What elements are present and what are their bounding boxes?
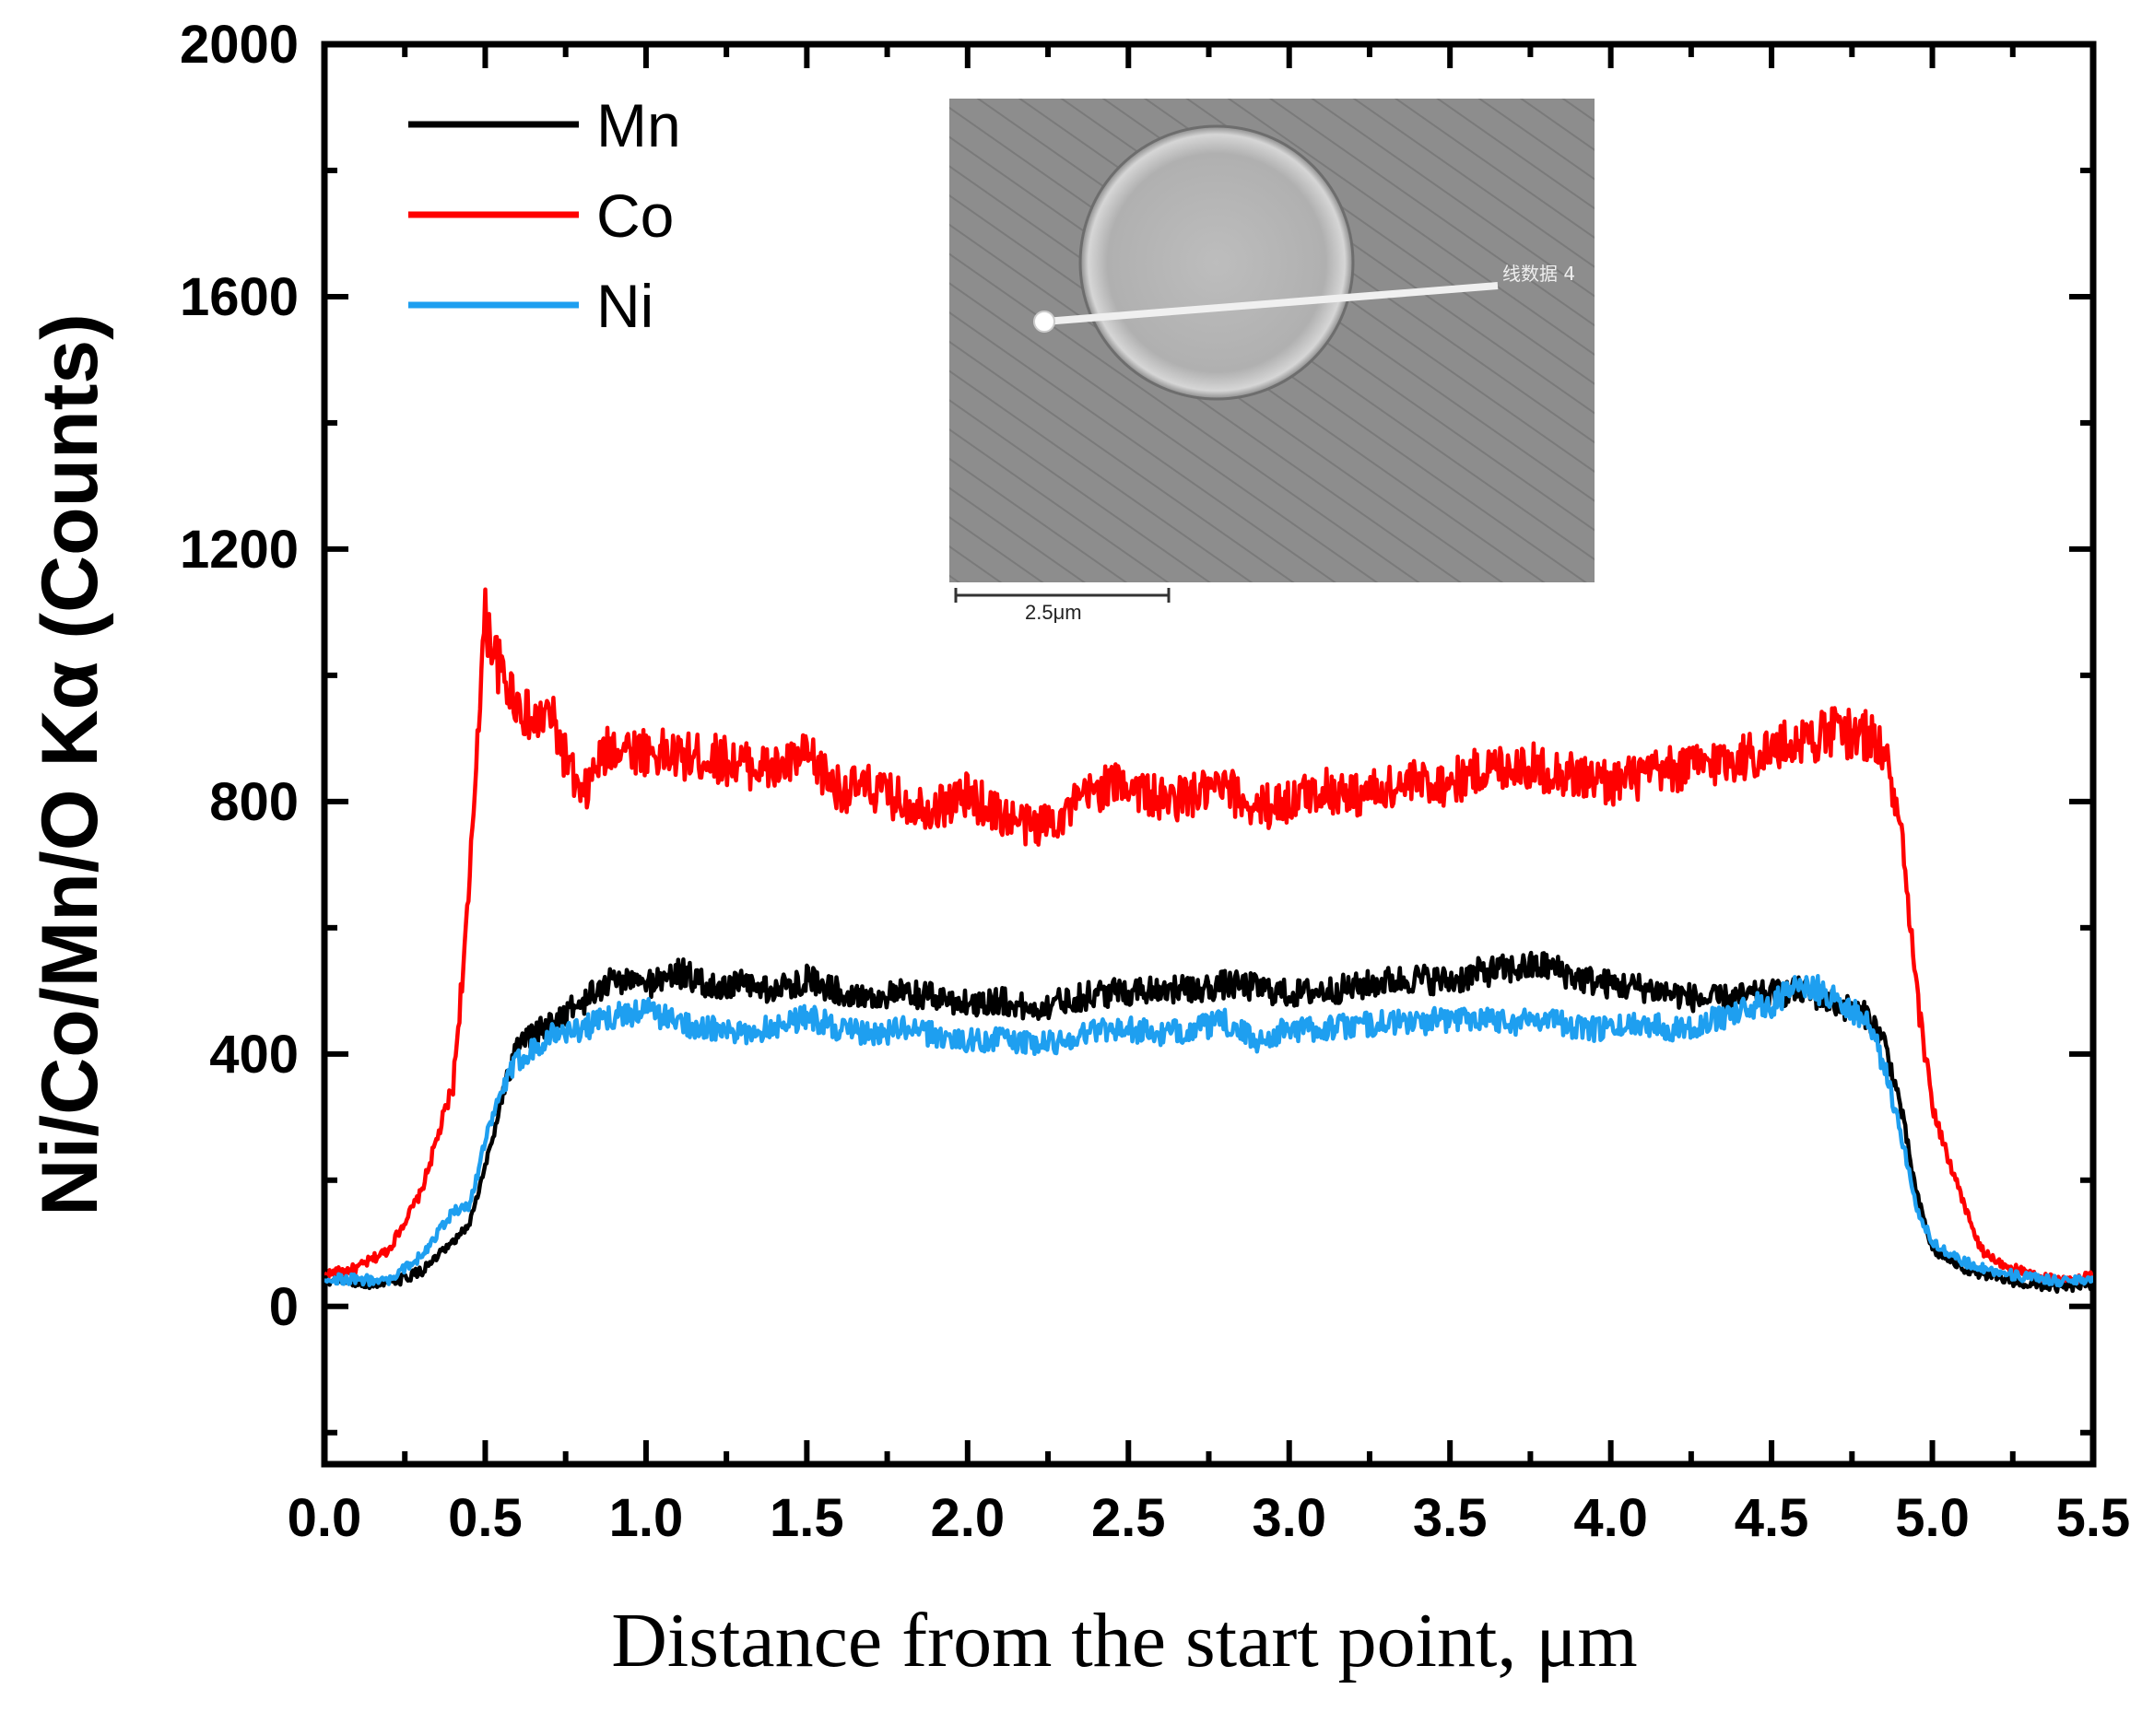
x-tick-label: 0.0 — [288, 1488, 362, 1548]
x-tick-label: 5.5 — [2056, 1488, 2131, 1548]
y-axis-label: Ni/Co/Mn/O Kα (Counts) — [26, 313, 114, 1216]
x-tick-label: 0.5 — [448, 1488, 523, 1548]
x-axis: 0.0 0.5 1.0 1.5 2.0 2.5 3.0 3.5 4.0 4.5 5.0 5.5 — [288, 44, 2131, 1548]
y-tick-label: 1200 — [180, 520, 299, 580]
x-tick-label: 1.5 — [770, 1488, 844, 1548]
y-axis: 0 400 800 1200 1600 2000 — [180, 15, 2093, 1436]
particle — [1078, 124, 1355, 401]
x-tick-label: 2.5 — [1091, 1488, 1166, 1548]
legend-label-ni: Ni — [596, 272, 653, 340]
x-tick-label: 4.0 — [1573, 1488, 1648, 1548]
y-tick-label: 2000 — [180, 15, 299, 75]
legend-label-co: Co — [596, 182, 674, 250]
y-tick-label: 400 — [209, 1025, 299, 1085]
series-line-ni — [324, 974, 2093, 1288]
x-tick-label: 3.5 — [1413, 1488, 1488, 1548]
legend: Mn Co Ni — [408, 91, 681, 340]
series-line-co — [324, 587, 2093, 1288]
scale-bar: 2.5μm — [954, 588, 1171, 624]
legend-label-mn: Mn — [596, 91, 681, 159]
line-scan-start-marker — [1033, 311, 1055, 333]
y-tick-label: 800 — [209, 772, 299, 832]
x-axis-label: Distance from the start point, μm — [611, 1598, 1637, 1683]
x-tick-label: 5.0 — [1895, 1488, 1970, 1548]
line-scan-label: 线数据 4 — [1502, 263, 1575, 285]
scale-bar-label: 2.5μm — [1025, 601, 1082, 624]
x-tick-label: 4.5 — [1735, 1488, 1809, 1548]
x-tick-label: 2.0 — [930, 1488, 1005, 1548]
x-tick-label: 3.0 — [1252, 1488, 1326, 1548]
x-tick-label: 1.0 — [609, 1488, 684, 1548]
y-tick-label: 1600 — [180, 267, 299, 327]
series-group — [324, 587, 2093, 1295]
y-tick-label: 0 — [269, 1277, 299, 1337]
line-scan-path — [1043, 282, 1499, 325]
sem-inset-image: 线数据 4 — [949, 99, 1595, 582]
